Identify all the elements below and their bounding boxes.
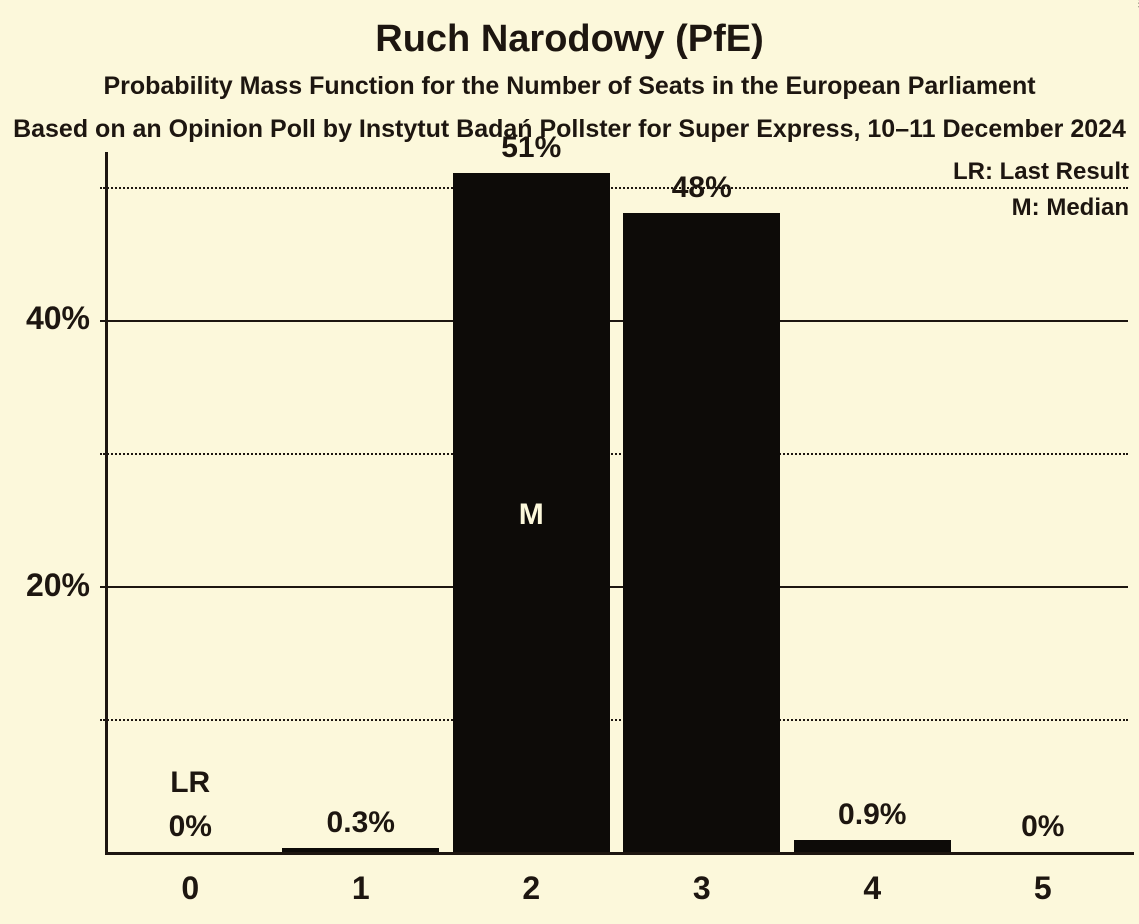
- x-axis-label: 1: [282, 870, 439, 907]
- gridline-minor: [100, 187, 1128, 189]
- chart-title: Ruch Narodowy (PfE): [0, 18, 1139, 61]
- gridline-minor: [100, 719, 1128, 721]
- bar-value-label: 51%: [453, 131, 610, 165]
- x-axis-label: 2: [453, 870, 610, 907]
- plot-area: 20%40%0%LR00.3%151%M248%30.9%40%5: [100, 160, 1128, 852]
- copyright-text: © 2024 Filip van Laenen: [1135, 0, 1139, 8]
- x-axis: [105, 852, 1134, 855]
- bar-value-label: 0.3%: [282, 806, 439, 840]
- y-axis-label: 40%: [5, 300, 90, 337]
- last-result-marker: LR: [112, 766, 269, 800]
- y-axis: [105, 152, 108, 852]
- x-axis-label: 5: [964, 870, 1121, 907]
- x-axis-label: 3: [623, 870, 780, 907]
- bar-value-label: 48%: [623, 171, 780, 205]
- bar-value-label: 0%: [112, 810, 269, 844]
- bar-value-label: 0%: [964, 810, 1121, 844]
- gridline-major: [100, 586, 1128, 588]
- y-axis-label: 20%: [5, 567, 90, 604]
- bar: [623, 213, 780, 852]
- median-marker: M: [453, 498, 610, 532]
- bar-value-label: 0.9%: [794, 798, 951, 832]
- bar: [794, 840, 951, 852]
- x-axis-label: 0: [112, 870, 269, 907]
- gridline-minor: [100, 453, 1128, 455]
- x-axis-label: 4: [794, 870, 951, 907]
- gridline-major: [100, 320, 1128, 322]
- chart-root: © 2024 Filip van Laenen Ruch Narodowy (P…: [0, 0, 1139, 924]
- chart-subtitle-1: Probability Mass Function for the Number…: [0, 72, 1139, 101]
